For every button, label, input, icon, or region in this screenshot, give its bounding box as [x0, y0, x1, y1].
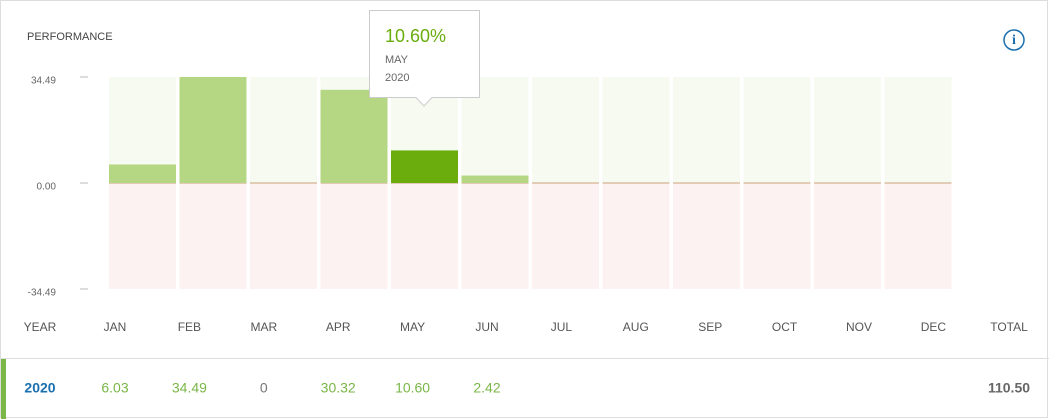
negative-background: [673, 183, 740, 289]
negative-background: [250, 183, 317, 289]
month-header: JUN: [475, 320, 498, 334]
month-header: FEB: [178, 320, 201, 334]
negative-background: [391, 183, 458, 289]
y-tick-label: 34.49: [31, 76, 56, 87]
month-value: 34.49: [172, 380, 207, 396]
month-header: DEC: [921, 320, 947, 334]
positive-background: [673, 77, 740, 183]
bar: [320, 89, 388, 183]
month-header: JAN: [104, 320, 127, 334]
month-header: NOV: [846, 320, 872, 334]
month-header: JUL: [551, 320, 573, 334]
bar: [461, 175, 529, 183]
total-header: TOTAL: [990, 320, 1028, 334]
chart-title: PERFORMANCE: [27, 31, 113, 43]
negative-background: [179, 183, 247, 289]
y-tick-label: 0.00: [37, 182, 57, 193]
y-tick-label: -34.49: [28, 288, 57, 299]
month-value: 30.32: [321, 380, 356, 396]
tooltip: 10.60% MAY 2020: [369, 10, 480, 107]
tooltip-year: 2020: [385, 72, 409, 84]
bar: [179, 77, 247, 183]
positive-background: [250, 77, 317, 183]
month-header: SEP: [698, 320, 722, 334]
negative-background: [461, 183, 529, 289]
month-value: 0: [260, 380, 268, 396]
month-value: 6.03: [101, 380, 128, 396]
svg-text:i: i: [1012, 33, 1016, 48]
month-header: MAY: [400, 320, 425, 334]
positive-background: [602, 77, 670, 183]
month-header: APR: [326, 320, 351, 334]
row-accent: [1, 359, 6, 419]
positive-background: [814, 77, 881, 183]
negative-background: [532, 183, 599, 289]
tooltip-value: 10.60%: [385, 26, 446, 46]
tooltip-month: MAY: [385, 54, 409, 66]
negative-background: [814, 183, 881, 289]
month-header: OCT: [772, 320, 798, 334]
negative-background: [743, 183, 811, 289]
positive-background: [743, 77, 811, 183]
month-value: 2.42: [473, 380, 500, 396]
negative-background: [884, 183, 952, 289]
year-header: YEAR: [24, 320, 57, 334]
month-header: AUG: [623, 320, 649, 334]
bar: [391, 150, 458, 183]
total-cell: 110.50: [988, 380, 1030, 396]
negative-background: [602, 183, 670, 289]
positive-background: [884, 77, 952, 183]
bar: [109, 164, 176, 183]
positive-background: [532, 77, 599, 183]
month-value: 10.60: [395, 380, 430, 396]
month-header: MAR: [250, 320, 277, 334]
negative-background: [320, 183, 388, 289]
year-cell[interactable]: 2020: [24, 380, 55, 396]
negative-background: [109, 183, 176, 289]
info-icon[interactable]: i: [1003, 29, 1025, 51]
